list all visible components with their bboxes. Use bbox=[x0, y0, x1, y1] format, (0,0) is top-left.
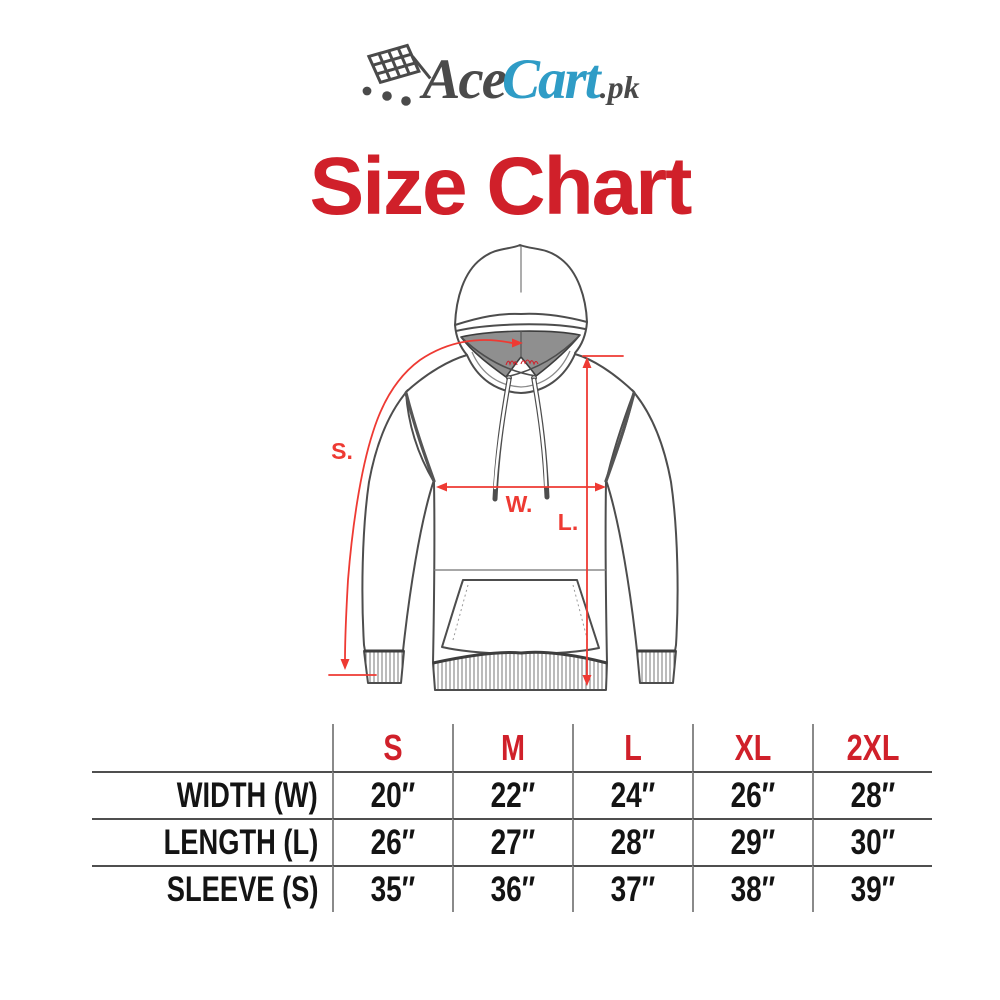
sleeve-2xl-value: 39″ bbox=[812, 865, 932, 912]
sleeve-measure-line bbox=[328, 338, 523, 676]
width-m-value: 22″ bbox=[452, 771, 572, 818]
row-label-width: WIDTH (W) bbox=[92, 771, 332, 818]
width-measure-line bbox=[436, 482, 606, 492]
length-m-value: 27″ bbox=[452, 818, 572, 865]
size-table: S M L XL 2XL WIDTH (W) 20″ 22″ 24″ 26″ 2… bbox=[92, 724, 932, 912]
column-header-m: M bbox=[452, 724, 572, 771]
width-l-value: 24″ bbox=[572, 771, 692, 818]
brand-name-suffix: .pk bbox=[599, 69, 640, 105]
table-corner-cell bbox=[92, 724, 332, 771]
brand-logo: AceCart.pk bbox=[0, 42, 1000, 108]
column-header-s: S bbox=[332, 724, 452, 771]
column-header-xl: XL bbox=[692, 724, 812, 771]
width-s-value: 20″ bbox=[332, 771, 452, 818]
length-measure-line bbox=[582, 355, 624, 686]
hoodie-cuffs bbox=[363, 649, 677, 684]
hoodie-drawstrings bbox=[492, 375, 550, 502]
width-2xl-value: 28″ bbox=[812, 771, 932, 818]
hoodie-pocket bbox=[441, 579, 600, 655]
brand-name-ace: Ace bbox=[422, 48, 507, 111]
sleeve-s-value: 35″ bbox=[332, 865, 452, 912]
length-xl-value: 29″ bbox=[692, 818, 812, 865]
hoodie-measurement-diagram: S. W. L. bbox=[328, 244, 679, 691]
brand-name-cart: Cart bbox=[502, 48, 601, 111]
sleeve-xl-value: 38″ bbox=[692, 865, 812, 912]
sleeve-m-value: 36″ bbox=[452, 865, 572, 912]
width-measure-label: W. bbox=[506, 491, 533, 517]
length-measure-label: L. bbox=[558, 509, 578, 535]
page-title: Size Chart bbox=[309, 141, 693, 232]
column-header-l: L bbox=[572, 724, 692, 771]
measurement-annotations: S. W. L. bbox=[328, 338, 624, 686]
hoodie-hood bbox=[454, 244, 588, 356]
row-label-sleeve: SLEEVE (S) bbox=[92, 865, 332, 912]
length-2xl-value: 30″ bbox=[812, 818, 932, 865]
sleeve-measure-label: S. bbox=[331, 438, 353, 464]
brand-wordmark: AceCart.pk bbox=[422, 51, 639, 108]
sleeve-l-value: 37″ bbox=[572, 865, 692, 912]
row-label-length: LENGTH (L) bbox=[92, 818, 332, 865]
hood-interior bbox=[460, 330, 581, 388]
shopping-cart-icon bbox=[363, 43, 432, 106]
column-header-2xl: 2XL bbox=[812, 724, 932, 771]
width-xl-value: 26″ bbox=[692, 771, 812, 818]
hoodie-hem-band bbox=[432, 650, 608, 691]
length-s-value: 26″ bbox=[332, 818, 452, 865]
length-l-value: 28″ bbox=[572, 818, 692, 865]
brand-script-mark bbox=[505, 359, 539, 366]
